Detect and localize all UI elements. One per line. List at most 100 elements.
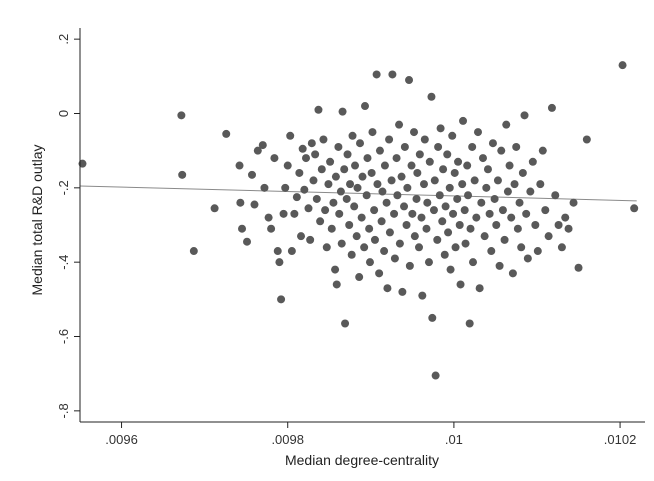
data-point [427, 92, 436, 101]
data-point [518, 168, 527, 177]
data-point [243, 237, 252, 246]
x-tick-label: .0102 [604, 432, 637, 447]
data-point [355, 273, 364, 282]
data-point [468, 142, 477, 151]
data-point [420, 135, 429, 144]
data-point [469, 258, 478, 267]
data-point [473, 128, 482, 137]
data-point [502, 120, 511, 129]
data-point [407, 161, 416, 170]
y-axis-title: Median total R&D outlay [29, 145, 45, 296]
x-tick-label: .0098 [271, 432, 304, 447]
data-point [431, 371, 440, 380]
data-point [292, 193, 301, 202]
x-axis-title: Median degree-centrality [285, 452, 439, 468]
data-point [360, 243, 369, 252]
data-point [395, 120, 404, 129]
data-point [235, 161, 244, 170]
data-point [373, 180, 382, 189]
x-ticks: .0096 .0098 .01 .0102 [105, 422, 636, 447]
data-point [408, 209, 417, 218]
data-point [189, 247, 198, 256]
data-point [316, 217, 325, 226]
data-point [434, 142, 443, 151]
data-point [370, 235, 379, 244]
data-point [337, 239, 346, 248]
data-point [372, 70, 381, 79]
data-point [551, 191, 560, 200]
data-point [340, 165, 349, 174]
data-point [630, 204, 639, 213]
data-point [538, 146, 547, 155]
data-point [440, 250, 449, 259]
data-point [483, 165, 492, 174]
data-point [247, 170, 256, 179]
data-point [336, 187, 345, 196]
data-point [357, 213, 366, 222]
data-point [358, 172, 367, 181]
data-point [398, 287, 407, 296]
data-point [400, 202, 409, 211]
data-point [425, 157, 434, 166]
data-point [347, 250, 356, 259]
data-point [368, 128, 377, 137]
data-point [451, 243, 460, 252]
data-point [300, 185, 309, 194]
data-point [322, 243, 331, 252]
data-point [400, 142, 409, 151]
data-point [380, 247, 389, 256]
data-point [397, 172, 406, 181]
data-point [279, 209, 288, 218]
data-point [533, 247, 542, 256]
data-point [388, 70, 397, 79]
data-point [413, 168, 422, 177]
data-point [177, 111, 186, 120]
data-point [419, 180, 428, 189]
data-point [383, 284, 392, 293]
data-point [569, 198, 578, 207]
data-point [273, 247, 282, 256]
data-point [412, 194, 421, 203]
data-point [541, 206, 550, 215]
data-point [515, 198, 524, 207]
data-point [531, 221, 540, 229]
data-point [453, 194, 462, 203]
y-ticks: .2 0 -.2 -.4 -.6 -.8 [56, 34, 80, 418]
data-point [436, 124, 445, 133]
y-tick-label: -.6 [56, 329, 71, 344]
data-point [324, 180, 333, 189]
data-point [456, 280, 465, 289]
y-tick-label: .2 [56, 34, 71, 45]
y-tick-label: -.2 [56, 180, 71, 195]
data-point [485, 209, 494, 218]
data-point [554, 221, 563, 229]
data-point [302, 154, 310, 163]
data-point [367, 168, 376, 177]
data-point [528, 157, 537, 166]
data-point [458, 180, 467, 189]
data-point [454, 157, 463, 166]
data-point [370, 206, 379, 215]
data-point [478, 154, 487, 163]
data-point [520, 111, 529, 120]
data-point [283, 161, 292, 170]
data-point [365, 258, 374, 267]
data-point [493, 176, 502, 185]
data-point [449, 209, 458, 218]
data-point [253, 146, 262, 155]
data-point [258, 141, 267, 150]
data-point [348, 131, 357, 140]
data-point [238, 224, 247, 233]
data-point [353, 183, 362, 192]
data-point [350, 202, 359, 211]
data-point [464, 191, 473, 200]
data-point [410, 232, 419, 241]
data-point [393, 191, 402, 200]
data-point [475, 284, 484, 293]
data-point [326, 157, 335, 166]
data-point [557, 243, 566, 252]
data-point [286, 131, 295, 140]
data-point [382, 198, 391, 207]
y-tick-label: 0 [56, 110, 71, 117]
